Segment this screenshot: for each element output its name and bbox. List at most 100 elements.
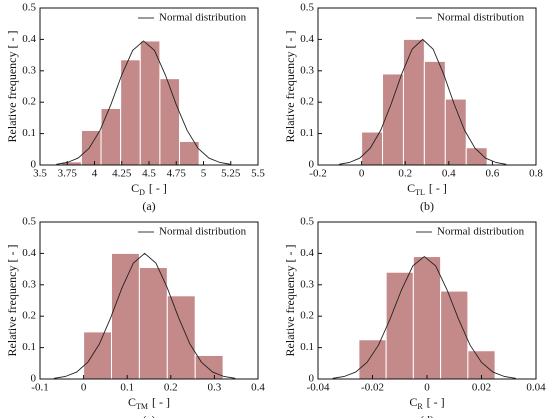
- y-tick-label: 0.2: [22, 96, 36, 108]
- y-tick-label: 0.4: [300, 247, 314, 259]
- x-tick-label: 0.02: [472, 382, 491, 394]
- y-tick-label: 0.1: [22, 341, 36, 353]
- y-tick-label: 0: [309, 159, 315, 171]
- y-axis-label: Relative frequency [ - ]: [5, 245, 19, 357]
- normal-curve: [53, 252, 236, 379]
- x-label-unit: [ - ]: [149, 181, 167, 195]
- bar: [159, 78, 181, 166]
- plot-frame: [39, 221, 259, 380]
- bar: [120, 59, 141, 166]
- y-tick-label: 0.4: [22, 33, 36, 45]
- x-tick-label: 3.75: [58, 168, 78, 180]
- x-tick-label: -0.02: [361, 382, 384, 394]
- x-axis-label: CD [ - ]: [131, 181, 167, 198]
- legend-label: Normal distribution: [437, 12, 525, 24]
- x-tick-label: 3.5: [33, 168, 47, 180]
- x-label-unit: [ - ]: [427, 395, 445, 409]
- y-tick-label: 0.3: [22, 64, 36, 76]
- x-tick-label: 4.5: [142, 168, 156, 180]
- y-tick-label: 0.3: [300, 278, 314, 290]
- x-label-symbol: C: [131, 181, 139, 195]
- bar: [385, 271, 414, 380]
- legend-label: Normal distribution: [437, 226, 525, 238]
- bar: [138, 267, 168, 380]
- x-tick-label: 0: [359, 168, 365, 180]
- bar: [166, 295, 196, 380]
- x-label-subscript: TM: [136, 402, 148, 411]
- y-tick-label: 0.1: [300, 127, 314, 139]
- y-tick-label: 0.3: [300, 64, 314, 76]
- x-tick-label: 4: [92, 168, 98, 180]
- y-tick-label: 0: [31, 159, 37, 171]
- x-tick-label: 0.1: [120, 382, 134, 394]
- y-axis-label: Relative frequency [ - ]: [283, 245, 297, 357]
- bar: [100, 107, 122, 166]
- x-tick-label: 4.75: [167, 168, 187, 180]
- normal-curve: [332, 255, 516, 379]
- panel-caption: (b): [420, 199, 434, 213]
- bar: [139, 40, 161, 166]
- y-axis-label: Relative frequency [ - ]: [5, 31, 19, 143]
- panel-caption: (c): [142, 413, 155, 418]
- bar: [467, 350, 496, 380]
- x-tick-label: 0.2: [398, 168, 412, 180]
- y-axis-label: Relative frequency [ - ]: [283, 31, 297, 143]
- bar: [402, 38, 425, 166]
- x-tick-label: 0: [424, 382, 430, 394]
- y-tick-label: 0.5: [300, 216, 314, 228]
- y-tick-label: 0.2: [300, 96, 314, 108]
- x-label-subscript: R: [417, 402, 423, 411]
- panel-caption: (d): [420, 413, 434, 418]
- y-tick-label: 0: [309, 373, 315, 385]
- bar: [361, 131, 384, 166]
- x-tick-label: 0.04: [526, 382, 546, 394]
- x-tick-label: 0.8: [529, 168, 543, 180]
- x-tick-label: 0.4: [251, 382, 265, 394]
- x-tick-label: 0: [81, 382, 87, 394]
- x-label-symbol: C: [128, 395, 136, 409]
- x-tick-label: 4.25: [112, 168, 132, 180]
- x-tick-label: -0.1: [31, 382, 48, 394]
- y-tick-label: 0.4: [22, 247, 36, 259]
- y-tick-label: 0.1: [22, 127, 36, 139]
- x-axis-label: CTM [ - ]: [128, 395, 170, 412]
- bar: [440, 290, 469, 380]
- y-tick-label: 0.5: [22, 2, 36, 14]
- y-tick-label: 0.3: [22, 278, 36, 290]
- x-label-subscript: TL: [415, 188, 425, 197]
- normal-curve: [56, 40, 231, 165]
- x-label-symbol: C: [407, 181, 415, 195]
- x-tick-label: 0.4: [442, 168, 456, 180]
- x-tick-label: 5: [201, 168, 207, 180]
- bar: [111, 252, 140, 380]
- x-tick-label: 0.3: [208, 382, 222, 394]
- y-tick-label: 0.2: [22, 310, 36, 322]
- normal-curve: [338, 38, 507, 165]
- x-tick-label: -0.2: [309, 168, 326, 180]
- x-axis-label: CR [ - ]: [409, 395, 444, 412]
- y-tick-label: 0.2: [300, 310, 314, 322]
- bar: [423, 60, 446, 166]
- x-tick-label: -0.04: [307, 382, 330, 394]
- y-tick-label: 0.4: [300, 33, 314, 45]
- y-tick-label: 0.5: [22, 216, 36, 228]
- x-tick-label: 5.5: [251, 168, 265, 180]
- x-label-unit: [ - ]: [429, 181, 447, 195]
- bar: [83, 331, 113, 380]
- bar: [80, 129, 102, 166]
- y-tick-label: 0.5: [300, 2, 314, 14]
- x-label-unit: [ - ]: [152, 395, 170, 409]
- x-axis-label: CTL [ - ]: [407, 181, 447, 198]
- x-tick-label: 0.6: [486, 168, 500, 180]
- bar: [382, 73, 404, 166]
- x-label-subscript: D: [139, 188, 145, 197]
- plot-frame: [317, 7, 537, 166]
- y-tick-label: 0: [31, 373, 37, 385]
- x-label-symbol: C: [409, 395, 417, 409]
- bar: [358, 339, 387, 380]
- panel-caption: (a): [142, 199, 155, 213]
- y-tick-label: 0.1: [300, 341, 314, 353]
- x-tick-label: 5.25: [221, 168, 241, 180]
- x-tick-label: 0.2: [164, 382, 178, 394]
